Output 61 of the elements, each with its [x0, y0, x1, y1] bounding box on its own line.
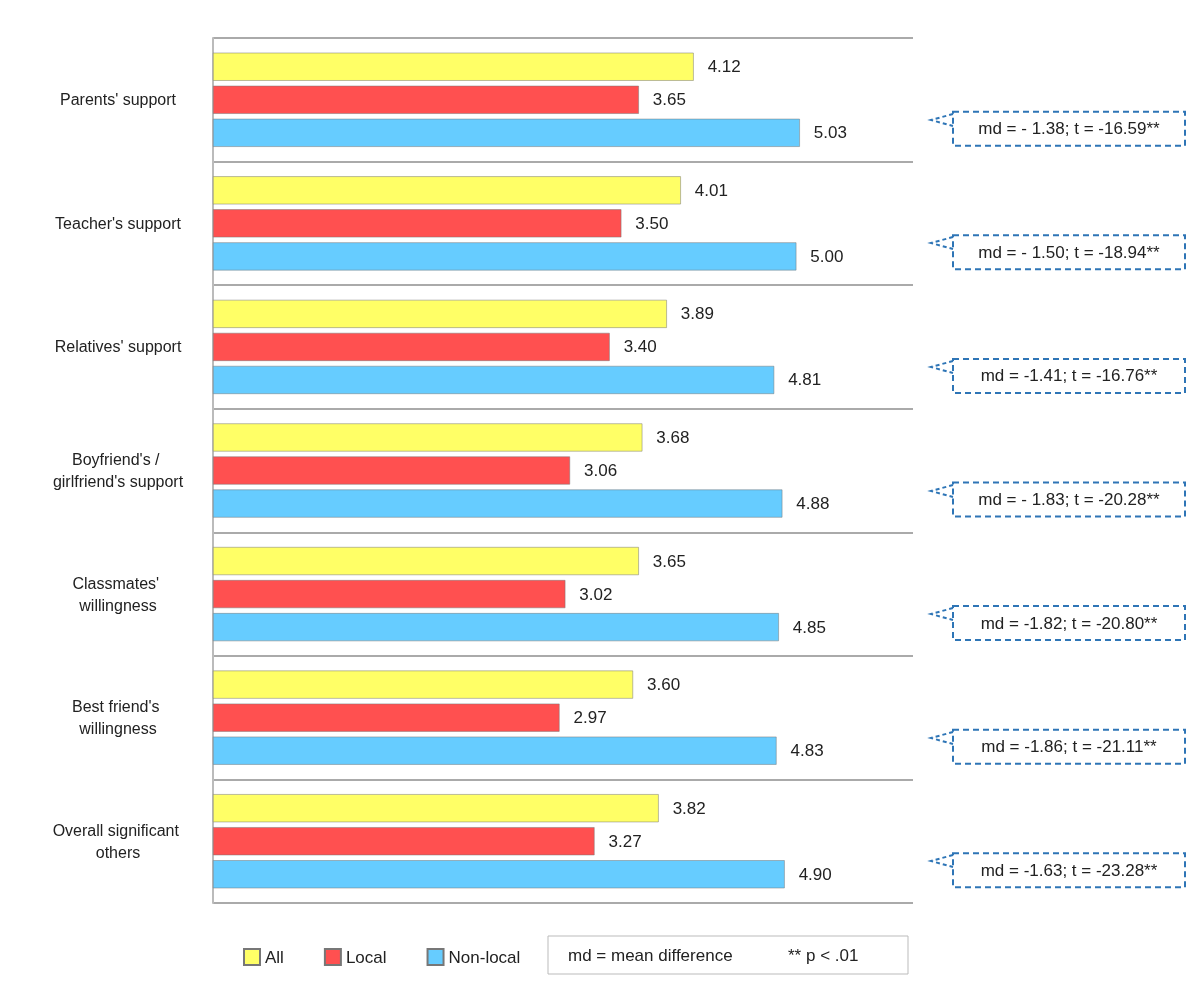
data-label: 3.65: [652, 551, 686, 571]
y-tick-label: Teacher's support: [55, 214, 182, 232]
bar: [213, 242, 797, 271]
data-label: 3.06: [584, 461, 618, 480]
data-label: 4.81: [788, 370, 822, 390]
y-tick-label: Parents' support: [59, 91, 177, 109]
bar: [213, 670, 633, 699]
text: md = - 1.83; t = -20.28**: [978, 490, 1161, 509]
bar: [213, 703, 560, 732]
data-label: 3.02: [579, 584, 613, 604]
text: md = -1.86; t = -21.11**: [981, 737, 1158, 757]
data-label: 3.40: [623, 337, 657, 357]
bar: [213, 860, 785, 889]
text: md = -1.41; t = -16.76**: [980, 366, 1158, 386]
bar: [213, 580, 566, 609]
data-label: 5.03: [813, 123, 847, 143]
data-label: 3.65: [652, 90, 686, 110]
bar: [213, 85, 639, 114]
bar: [213, 365, 775, 394]
data-label: 4.88: [796, 494, 830, 514]
y-tick-label: Classmates' willingness: [72, 574, 164, 614]
bar: [213, 118, 800, 147]
y-tick-label: Relatives' support: [54, 338, 182, 356]
data-label: 4.12: [707, 57, 741, 77]
text: md = - 1.50; t = -18.94**: [978, 242, 1161, 262]
legend-label: All: [265, 947, 284, 967]
data-label: 3.89: [680, 304, 714, 324]
data-label: 3.60: [647, 675, 681, 695]
data-label: 3.27: [608, 831, 642, 851]
bar: [213, 176, 681, 205]
y-tick-label: Boyfriend's / girlfriend's support: [52, 451, 184, 490]
bar: [213, 52, 694, 81]
data-label: 4.90: [798, 864, 832, 884]
bar: [213, 456, 570, 485]
data-label: 2.97: [573, 708, 607, 728]
text: ** p < .01: [788, 945, 859, 965]
bar: [213, 489, 783, 518]
bar: [213, 299, 667, 328]
bar: [213, 827, 595, 856]
data-label: 3.50: [635, 213, 669, 233]
bar: [213, 736, 777, 765]
text: md = mean difference: [568, 945, 733, 965]
bar: [213, 423, 643, 452]
data-label: 3.68: [656, 427, 690, 447]
bar: [213, 547, 639, 576]
text: md = - 1.38; t = -16.59**: [978, 119, 1161, 139]
data-label: 3.82: [672, 798, 706, 818]
data-label: 4.01: [694, 180, 728, 200]
bar: [213, 332, 610, 361]
legend-label: Non-local: [448, 947, 521, 967]
legend-label: Local: [345, 947, 387, 967]
text: md = -1.82; t = -20.80**: [980, 613, 1158, 633]
data-label: 5.00: [810, 246, 844, 266]
data-label: 4.85: [792, 617, 826, 637]
bar: [213, 613, 779, 642]
bar: [213, 209, 622, 238]
bar: [213, 794, 659, 823]
data-label: 4.83: [790, 741, 824, 761]
text: md = -1.63; t = -23.28**: [980, 860, 1158, 880]
y-tick-label: Best friend's willingness: [72, 698, 164, 738]
y-tick-label: Overall significant others: [52, 821, 184, 861]
